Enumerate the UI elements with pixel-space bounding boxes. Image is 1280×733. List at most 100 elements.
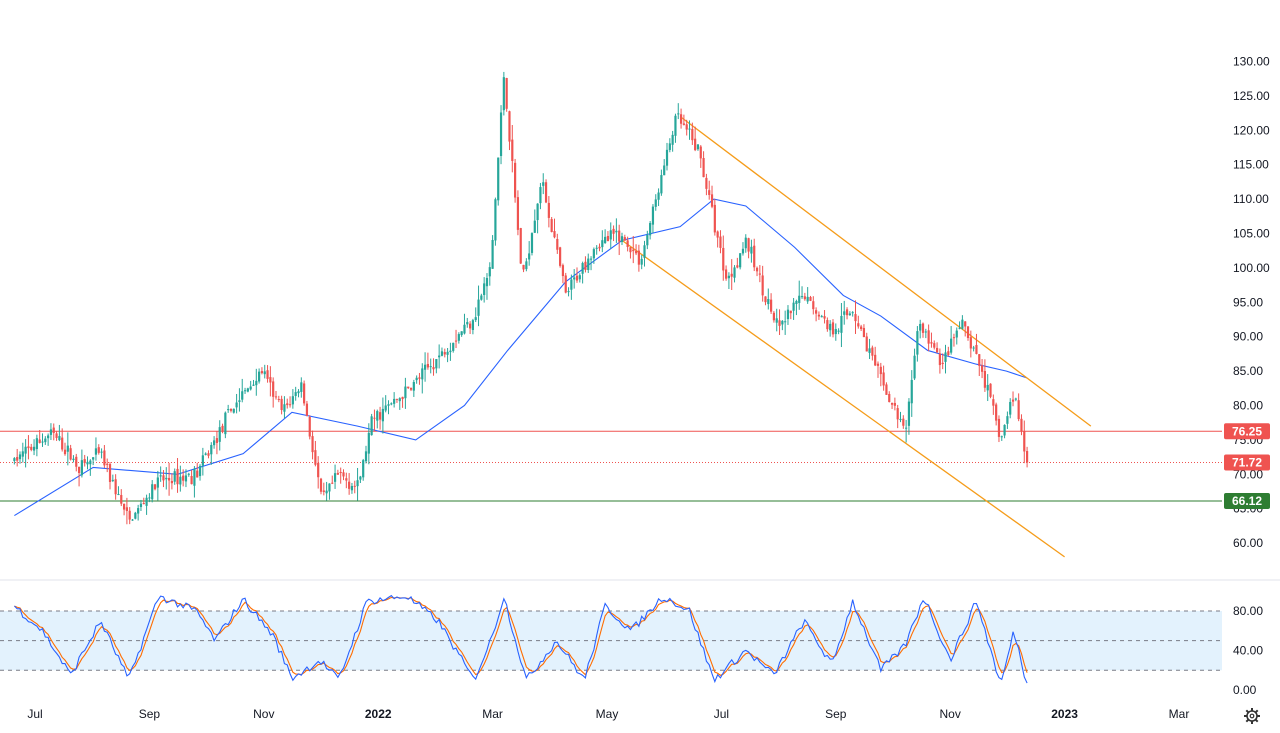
candle-body xyxy=(69,448,72,460)
candle-body xyxy=(930,342,933,344)
candle-body xyxy=(362,460,365,478)
candle-body xyxy=(941,362,944,365)
candle-body xyxy=(997,418,1001,437)
candle-body xyxy=(266,370,269,379)
candle-body xyxy=(246,388,249,392)
candle-body xyxy=(1025,451,1029,463)
settings-gear-icon[interactable] xyxy=(1244,708,1260,724)
candle-body xyxy=(198,465,202,477)
candle-body xyxy=(1006,416,1009,424)
candle-body xyxy=(739,253,742,268)
candle-body xyxy=(865,336,868,352)
x-tick-label: Nov xyxy=(940,707,961,721)
candle-body xyxy=(207,453,210,456)
candle-body xyxy=(1000,436,1003,438)
candle-body xyxy=(677,113,680,115)
candle-body xyxy=(294,392,297,396)
candle-body xyxy=(660,175,663,194)
candle-body xyxy=(488,267,491,277)
candle-body xyxy=(258,371,261,382)
candle-body xyxy=(812,301,815,310)
candle-body xyxy=(986,384,989,391)
candle-body xyxy=(890,402,894,405)
candle-body xyxy=(491,239,494,269)
candle-body xyxy=(86,461,89,465)
candle-body xyxy=(159,475,162,477)
candle-body xyxy=(151,484,154,500)
candle-body xyxy=(696,144,700,150)
candle-body xyxy=(345,478,348,481)
candle-body xyxy=(581,263,584,274)
oscillator-k-line xyxy=(13,594,1028,684)
candle-body xyxy=(747,238,750,252)
channel-upper-line xyxy=(679,116,1092,427)
candle-body xyxy=(544,182,548,203)
y-tick-label: 85.00 xyxy=(1233,364,1263,378)
candle-body xyxy=(831,322,835,335)
candle-body xyxy=(516,197,520,230)
x-tick-label: Sep xyxy=(825,707,847,721)
candle-body xyxy=(162,475,165,481)
x-tick-label: Mar xyxy=(482,707,503,721)
candle-body xyxy=(657,192,660,200)
y-tick-label: 90.00 xyxy=(1233,330,1263,344)
candle-body xyxy=(117,494,120,496)
candle-body xyxy=(834,329,837,335)
candle-body xyxy=(573,277,576,280)
candle-body xyxy=(716,231,719,238)
candle-body xyxy=(328,483,331,492)
candle-body xyxy=(840,315,843,333)
candle-body xyxy=(589,258,593,260)
candle-body xyxy=(376,411,379,421)
candle-body xyxy=(333,473,337,482)
candle-body xyxy=(497,157,500,201)
candle-body xyxy=(983,371,986,388)
price-tag-text-last_price: 71.72 xyxy=(1232,455,1262,469)
candle-body xyxy=(691,128,694,141)
candle-body xyxy=(522,264,525,270)
candle-body xyxy=(789,310,792,314)
candle-body xyxy=(505,77,508,109)
y-tick-label: 125.00 xyxy=(1233,89,1270,103)
candle-body xyxy=(238,400,241,402)
candle-body xyxy=(286,403,289,406)
oscillator-y-tick-label: 80.00 xyxy=(1233,604,1263,618)
candle-body xyxy=(314,450,317,465)
candlesticks-layer xyxy=(13,71,1029,525)
candle-body xyxy=(944,352,947,362)
candle-body xyxy=(654,199,657,207)
candle-body xyxy=(592,249,595,259)
candle-body xyxy=(24,446,27,454)
candle-body xyxy=(584,261,587,270)
candle-body xyxy=(103,450,106,466)
candle-body xyxy=(933,343,936,348)
candle-body xyxy=(235,402,238,408)
x-tick-label: Jul xyxy=(714,707,729,721)
candle-body xyxy=(373,417,376,419)
x-tick-label: Nov xyxy=(253,707,274,721)
candle-body xyxy=(438,355,441,358)
candle-body xyxy=(325,490,328,494)
candle-body xyxy=(559,247,562,266)
candle-body xyxy=(89,460,92,465)
candle-body xyxy=(122,503,126,510)
candle-body xyxy=(21,451,24,457)
candle-body xyxy=(567,291,570,293)
candle-body xyxy=(665,149,669,166)
oscillator-lines-layer xyxy=(13,594,1028,684)
candle-body xyxy=(170,481,174,484)
candle-body xyxy=(269,377,272,383)
candle-body xyxy=(449,350,452,353)
candle-body xyxy=(879,366,882,375)
candle-body xyxy=(432,367,435,370)
candle-body xyxy=(145,497,148,506)
candle-body xyxy=(966,326,970,338)
candle-body xyxy=(702,158,705,178)
x-tick-label: 2023 xyxy=(1051,707,1078,721)
candle-body xyxy=(44,438,47,443)
candle-body xyxy=(550,219,553,232)
candle-body xyxy=(815,310,818,314)
candle-body xyxy=(604,236,607,244)
candle-body xyxy=(440,351,444,356)
candle-body xyxy=(637,250,640,265)
